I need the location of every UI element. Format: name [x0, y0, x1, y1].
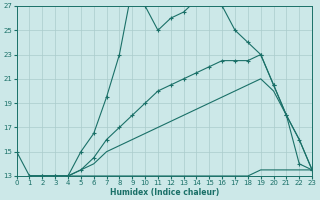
X-axis label: Humidex (Indice chaleur): Humidex (Indice chaleur) [110, 188, 219, 197]
